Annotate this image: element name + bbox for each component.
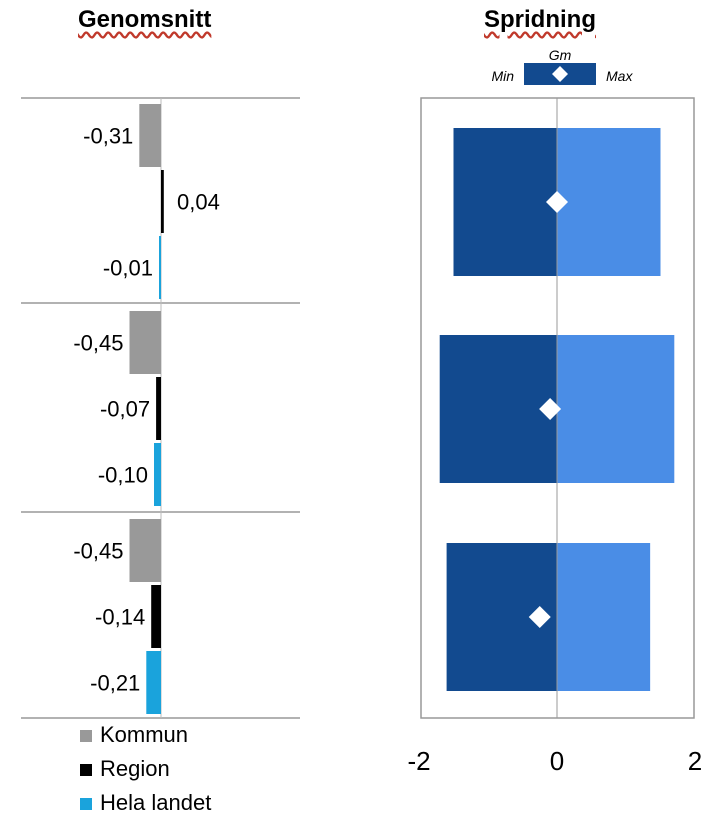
data-label-kommun-0: -0,31 bbox=[83, 124, 133, 149]
x-tick-2: 2 bbox=[688, 746, 701, 776]
bar-kommun-1 bbox=[129, 311, 161, 374]
min-bar-0 bbox=[453, 128, 557, 276]
bar-hela-landet-2 bbox=[146, 651, 161, 714]
data-label-kommun-2: -0,45 bbox=[73, 539, 123, 564]
gm-marker-0 bbox=[546, 191, 568, 213]
legend-min-label: Min bbox=[491, 68, 514, 84]
bar-region-1 bbox=[156, 377, 161, 440]
data-label-kommun-1: -0,45 bbox=[73, 331, 123, 356]
x-tick-0: -2 bbox=[407, 746, 430, 776]
legend-swatch-2 bbox=[80, 798, 92, 810]
data-label-region-1: -0,07 bbox=[100, 397, 150, 422]
legend-gm-marker bbox=[552, 66, 568, 82]
legend-gm-label: Gm bbox=[549, 47, 572, 63]
bar-hela-landet-0 bbox=[159, 236, 161, 299]
genomsnitt-title: Genomsnitt bbox=[78, 6, 212, 33]
bar-region-0 bbox=[161, 170, 164, 233]
data-label-region-0: 0,04 bbox=[177, 190, 220, 215]
legend-label-2: Hela landet bbox=[100, 790, 211, 815]
legend-label-1: Region bbox=[100, 756, 170, 781]
max-bar-1 bbox=[557, 335, 675, 483]
bar-kommun-0 bbox=[139, 104, 161, 167]
legend-swatch-0 bbox=[80, 730, 92, 742]
data-label-hela-landet-1: -0,10 bbox=[98, 463, 148, 488]
bar-hela-landet-1 bbox=[154, 443, 161, 506]
gm-marker-2 bbox=[528, 606, 551, 628]
min-bar-1 bbox=[439, 335, 557, 483]
gm-marker-1 bbox=[539, 398, 562, 420]
x-tick-1: 0 bbox=[550, 746, 564, 776]
bar-kommun-2 bbox=[129, 519, 161, 582]
max-bar-0 bbox=[557, 128, 661, 276]
data-label-hela-landet-0: -0,01 bbox=[103, 256, 153, 281]
data-label-region-2: -0,14 bbox=[95, 605, 145, 630]
max-bar-2 bbox=[557, 543, 651, 691]
legend-swatch-1 bbox=[80, 764, 92, 776]
spridning-title: Spridning bbox=[484, 6, 596, 33]
legend-max-label: Max bbox=[606, 68, 633, 84]
legend-label-0: Kommun bbox=[100, 722, 188, 747]
bar-region-2 bbox=[151, 585, 161, 648]
data-label-hela-landet-2: -0,21 bbox=[90, 671, 140, 696]
